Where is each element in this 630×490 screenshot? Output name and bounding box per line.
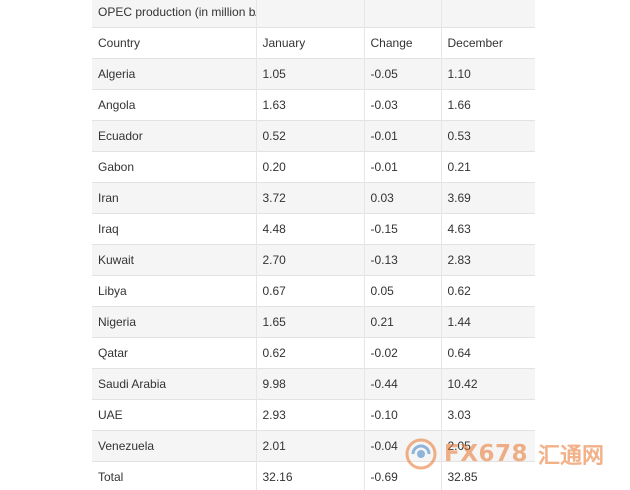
cell-december: 1.10 (440, 58, 535, 90)
cell-january: 0.62 (255, 337, 364, 369)
cell-january: 9.98 (255, 368, 364, 400)
cell-january: 2.93 (255, 399, 364, 431)
cell-december: 1.66 (440, 89, 535, 121)
cell-january: 1.63 (255, 89, 364, 121)
cell-january: 4.48 (255, 213, 364, 245)
cell-december: 0.21 (440, 151, 535, 183)
cell-december: 3.03 (440, 399, 535, 431)
cell-change: -0.69 (363, 461, 441, 490)
cell-country: Saudi Arabia (92, 368, 256, 400)
cell-country: Qatar (92, 337, 256, 369)
cell-country: Total (92, 461, 256, 490)
cell-change: -0.05 (363, 58, 441, 90)
cell-change: -0.13 (363, 244, 441, 276)
cell-country: Ecuador (92, 120, 256, 152)
cell-december: 32.85 (440, 461, 535, 490)
table-title-empty-cell (363, 0, 441, 28)
cell-december: 1.44 (440, 306, 535, 338)
cell-country: Kuwait (92, 244, 256, 276)
header-december: December (440, 27, 535, 59)
cell-country: Iraq (92, 213, 256, 245)
cell-change: -0.01 (363, 120, 441, 152)
table-row: Iran 3.72 0.03 3.69 (92, 182, 535, 214)
table-row: Angola 1.63 -0.03 1.66 (92, 89, 535, 121)
table-row: UAE 2.93 -0.10 3.03 (92, 399, 535, 431)
cell-january: 0.67 (255, 275, 364, 307)
cell-december: 0.53 (440, 120, 535, 152)
table-header-row: Country January Change December (92, 27, 535, 59)
table-row: Qatar 0.62 -0.02 0.64 (92, 337, 535, 369)
cell-december: 3.69 (440, 182, 535, 214)
cell-change: -0.10 (363, 399, 441, 431)
cell-december: 2.83 (440, 244, 535, 276)
table-row: Algeria 1.05 -0.05 1.10 (92, 58, 535, 90)
cell-december: 0.64 (440, 337, 535, 369)
watermark-chinese: 汇通网 (537, 444, 604, 469)
table-row: Nigeria 1.65 0.21 1.44 (92, 306, 535, 338)
header-change: Change (363, 27, 441, 59)
cell-country: Nigeria (92, 306, 256, 338)
table-title: OPEC production (in million b/d) (92, 0, 256, 28)
table-title-empty-cell (440, 0, 535, 28)
table-row: Kuwait 2.70 -0.13 2.83 (92, 244, 535, 276)
cell-country: Venezuela (92, 430, 256, 462)
cell-change: -0.01 (363, 151, 441, 183)
cell-country: Algeria (92, 58, 256, 90)
cell-december: 0.62 (440, 275, 535, 307)
table-title-row: OPEC production (in million b/d) (92, 0, 535, 28)
cell-change: -0.44 (363, 368, 441, 400)
table-row: Iraq 4.48 -0.15 4.63 (92, 213, 535, 245)
cell-january: 3.72 (255, 182, 364, 214)
cell-change: 0.05 (363, 275, 441, 307)
cell-country: UAE (92, 399, 256, 431)
table-title-empty-cell (255, 0, 364, 28)
cell-january: 1.05 (255, 58, 364, 90)
header-country: Country (92, 27, 256, 59)
table-row: Saudi Arabia 9.98 -0.44 10.42 (92, 368, 535, 400)
table-row: Gabon 0.20 -0.01 0.21 (92, 151, 535, 183)
table-row: Ecuador 0.52 -0.01 0.53 (92, 120, 535, 152)
cell-january: 2.01 (255, 430, 364, 462)
table-row: Venezuela 2.01 -0.04 2.05 (92, 430, 535, 462)
cell-change: 0.03 (363, 182, 441, 214)
cell-country: Iran (92, 182, 256, 214)
cell-december: 10.42 (440, 368, 535, 400)
table-total-row: Total 32.16 -0.69 32.85 (92, 461, 535, 490)
cell-january: 0.20 (255, 151, 364, 183)
cell-change: -0.04 (363, 430, 441, 462)
cell-change: -0.02 (363, 337, 441, 369)
cell-change: -0.15 (363, 213, 441, 245)
cell-change: 0.21 (363, 306, 441, 338)
cell-december: 4.63 (440, 213, 535, 245)
header-january: January (255, 27, 364, 59)
cell-december: 2.05 (440, 430, 535, 462)
cell-january: 2.70 (255, 244, 364, 276)
cell-country: Gabon (92, 151, 256, 183)
cell-january: 32.16 (255, 461, 364, 490)
opec-production-table: OPEC production (in million b/d) Country… (92, 0, 535, 490)
cell-january: 0.52 (255, 120, 364, 152)
cell-january: 1.65 (255, 306, 364, 338)
cell-country: Libya (92, 275, 256, 307)
cell-country: Angola (92, 89, 256, 121)
cell-change: -0.03 (363, 89, 441, 121)
table-row: Libya 0.67 0.05 0.62 (92, 275, 535, 307)
